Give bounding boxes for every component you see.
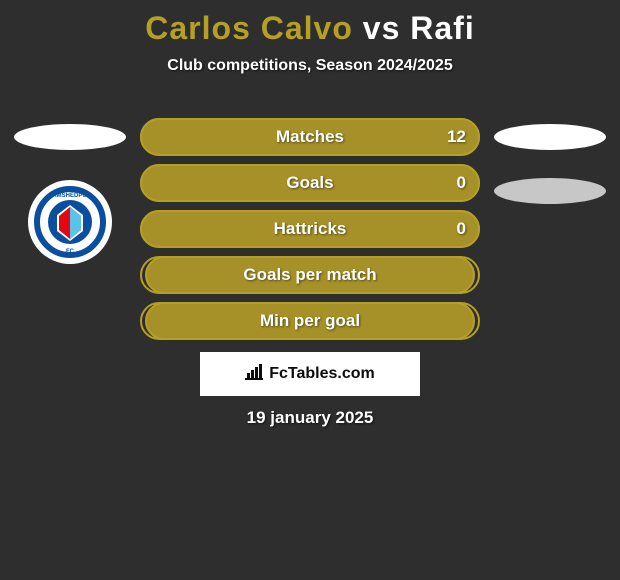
comparison-card: Carlos Calvo vs Rafi Club competitions, …: [0, 0, 620, 580]
bar-label: Goals: [140, 164, 480, 202]
right-lozenge-1: [494, 124, 606, 150]
title-player2: Rafi: [410, 10, 474, 46]
bar-label: Goals per match: [140, 256, 480, 294]
title-vs: vs: [363, 10, 401, 46]
stat-row: Goals0: [140, 164, 480, 202]
bar-value-right: 0: [457, 164, 466, 202]
fctables-logo: FcTables.com: [200, 352, 420, 396]
stat-row: Hattricks0: [140, 210, 480, 248]
bar-label: Matches: [140, 118, 480, 156]
svg-text:JAMSHEDPUR: JAMSHEDPUR: [49, 193, 92, 199]
title-player1: Carlos Calvo: [145, 10, 353, 46]
bar-value-right: 0: [457, 210, 466, 248]
bar-label: Hattricks: [140, 210, 480, 248]
stat-row: Matches12: [140, 118, 480, 156]
stat-row: Min per goal: [140, 302, 480, 340]
bar-value-right: 12: [447, 118, 466, 156]
page-title: Carlos Calvo vs Rafi: [0, 0, 620, 47]
bar-label: Min per goal: [140, 302, 480, 340]
right-lozenge-2: [494, 178, 606, 204]
snapshot-date: 19 january 2025: [0, 408, 620, 428]
stat-row: Goals per match: [140, 256, 480, 294]
stat-bars: Matches12Goals0Hattricks0Goals per match…: [140, 118, 480, 348]
team-badge-left: JAMSHEDPUR FC: [28, 180, 112, 264]
bar-chart-icon: [245, 364, 263, 385]
left-lozenge-1: [14, 124, 126, 150]
jamshedpur-badge-icon: JAMSHEDPUR FC: [33, 185, 107, 259]
svg-text:FC: FC: [66, 249, 75, 255]
subtitle: Club competitions, Season 2024/2025: [0, 57, 620, 75]
logo-text: FcTables.com: [269, 365, 375, 383]
